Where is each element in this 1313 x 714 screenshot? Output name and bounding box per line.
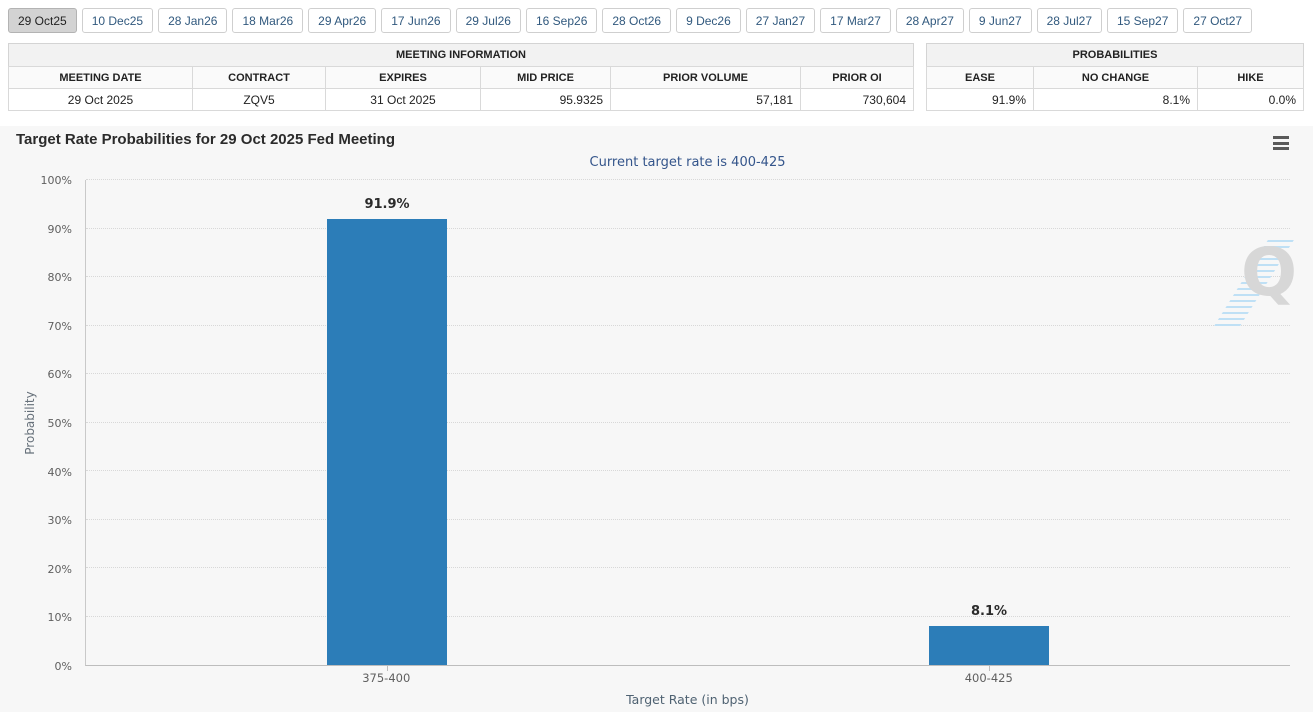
chart-subtitle: Current target rate is 400-425 bbox=[589, 155, 786, 170]
mid-price-value: 95.9325 bbox=[480, 88, 611, 111]
gridline bbox=[86, 179, 1290, 180]
meeting-information-data-row: 29 Oct 2025 ZQV5 31 Oct 2025 95.9325 57,… bbox=[8, 88, 914, 111]
no-change-value: 8.1% bbox=[1033, 88, 1198, 111]
expires-value: 31 Oct 2025 bbox=[325, 88, 481, 111]
chart-export-menu-icon[interactable] bbox=[1273, 136, 1289, 150]
col-prior-volume: PRIOR VOLUME bbox=[610, 66, 801, 89]
tab-17-mar27[interactable]: 17 Mar27 bbox=[820, 8, 891, 33]
bar-400-425[interactable]: 8.1% bbox=[929, 604, 1049, 665]
gridline bbox=[86, 518, 1290, 520]
gridline bbox=[86, 227, 1290, 229]
col-mid-price: MID PRICE bbox=[480, 66, 611, 89]
tab-15-sep27[interactable]: 15 Sep27 bbox=[1107, 8, 1179, 33]
bar-value-label: 8.1% bbox=[970, 603, 1008, 619]
col-meeting-date: MEETING DATE bbox=[8, 66, 193, 89]
y-tick-30: 30% bbox=[47, 514, 72, 528]
tab-28-jul27[interactable]: 28 Jul27 bbox=[1036, 8, 1102, 33]
gridline bbox=[86, 421, 1290, 423]
tab-29-oct25[interactable]: 29 Oct25 bbox=[8, 8, 77, 33]
gridline bbox=[86, 470, 1290, 471]
ease-value: 91.9% bbox=[926, 88, 1034, 111]
meeting-information-table: MEETING INFORMATION MEETING DATE CONTRAC… bbox=[8, 43, 914, 111]
y-tick-60: 60% bbox=[47, 368, 72, 382]
meeting-information-caption: MEETING INFORMATION bbox=[8, 43, 914, 66]
y-tick-90: 90% bbox=[47, 222, 72, 236]
y-tick-50: 50% bbox=[47, 417, 72, 430]
probabilities-data-row: 91.9% 8.1% 0.0% bbox=[926, 88, 1304, 111]
gridline bbox=[86, 324, 1290, 326]
prior-volume-value: 57,181 bbox=[610, 88, 801, 111]
tab-16-sep26[interactable]: 16 Sep26 bbox=[525, 8, 598, 33]
tab-27-oct27[interactable]: 27 Oct27 bbox=[1183, 8, 1253, 33]
y-tick-20: 20% bbox=[47, 562, 72, 576]
chart-title: Target Rate Probabilities for 29 Oct 202… bbox=[16, 131, 395, 148]
col-hike: HIKE bbox=[1197, 66, 1304, 89]
x-axis-title: Target Rate (in bps) bbox=[626, 692, 749, 707]
contract-value: ZQV5 bbox=[192, 88, 326, 111]
bar-375-400[interactable]: 91.9% bbox=[327, 197, 447, 665]
tab-18-mar26[interactable]: 18 Mar26 bbox=[232, 8, 304, 33]
tab-29-apr26[interactable]: 29 Apr26 bbox=[308, 8, 377, 33]
tab-28-jan26[interactable]: 28 Jan26 bbox=[158, 8, 228, 33]
tab-28-oct26[interactable]: 28 Oct26 bbox=[602, 8, 672, 33]
plot-area: Q 91.9% 8.1% bbox=[85, 179, 1297, 671]
contract-tab-bar: 29 Oct25 10 Dec25 28 Jan26 18 Mar26 29 A… bbox=[0, 0, 1313, 33]
tab-9-dec26[interactable]: 9 Dec26 bbox=[676, 8, 741, 33]
gridline bbox=[86, 615, 1290, 617]
x-axis-tick-labels: 375-400 400-425 bbox=[85, 671, 1290, 687]
target-rate-probability-chart: Target Rate Probabilities for 29 Oct 202… bbox=[0, 126, 1313, 712]
gridline bbox=[86, 373, 1290, 374]
x-tick-375-400: 375-400 bbox=[362, 671, 411, 685]
x-tick-400-425: 400-425 bbox=[964, 671, 1013, 685]
tab-28-apr27[interactable]: 28 Apr27 bbox=[895, 8, 964, 33]
prior-oi-value: 730,604 bbox=[800, 88, 914, 111]
col-expires: EXPIRES bbox=[325, 66, 481, 89]
col-ease: EASE bbox=[926, 66, 1034, 89]
col-contract: CONTRACT bbox=[192, 66, 326, 89]
quikstrike-q-logo: Q bbox=[1241, 234, 1298, 311]
y-tick-70: 70% bbox=[47, 319, 72, 333]
x-tick-mark bbox=[989, 666, 990, 671]
probabilities-caption: PROBABILITIES bbox=[926, 43, 1304, 66]
tab-29-jul26[interactable]: 29 Jul26 bbox=[455, 8, 521, 33]
tab-9-jun27[interactable]: 9 Jun27 bbox=[968, 8, 1032, 33]
probabilities-table: PROBABILITIES EASE NO CHANGE HIKE 91.9% … bbox=[926, 43, 1304, 111]
y-tick-0: 0% bbox=[54, 660, 72, 673]
col-prior-oi: PRIOR OI bbox=[800, 66, 914, 89]
gridline bbox=[86, 567, 1290, 568]
col-no-change: NO CHANGE bbox=[1033, 66, 1198, 89]
y-axis-tick-labels: 0% 10% 20% 30% 40% 50% 60% 70% 80% 90% 1… bbox=[0, 174, 78, 673]
y-tick-80: 80% bbox=[47, 271, 72, 285]
tab-17-jun26[interactable]: 17 Jun26 bbox=[381, 8, 451, 33]
y-axis-title: Probability bbox=[23, 391, 37, 455]
meeting-date-value: 29 Oct 2025 bbox=[8, 88, 193, 111]
y-tick-40: 40% bbox=[47, 465, 72, 479]
hike-value: 0.0% bbox=[1197, 88, 1304, 111]
tab-10-dec25[interactable]: 10 Dec25 bbox=[81, 8, 154, 33]
gridline bbox=[86, 276, 1290, 277]
info-tables: MEETING INFORMATION MEETING DATE CONTRAC… bbox=[8, 43, 1313, 111]
tab-27-jan27[interactable]: 27 Jan27 bbox=[745, 8, 816, 33]
probabilities-header-row: EASE NO CHANGE HIKE bbox=[926, 66, 1304, 89]
quikstrike-watermark: Q bbox=[1214, 234, 1297, 326]
y-tick-100: 100% bbox=[40, 174, 72, 187]
bar-value-label: 91.9% bbox=[364, 197, 410, 213]
meeting-information-header-row: MEETING DATE CONTRACT EXPIRES MID PRICE … bbox=[8, 66, 914, 89]
y-tick-10: 10% bbox=[47, 611, 72, 625]
x-tick-mark bbox=[387, 666, 388, 671]
